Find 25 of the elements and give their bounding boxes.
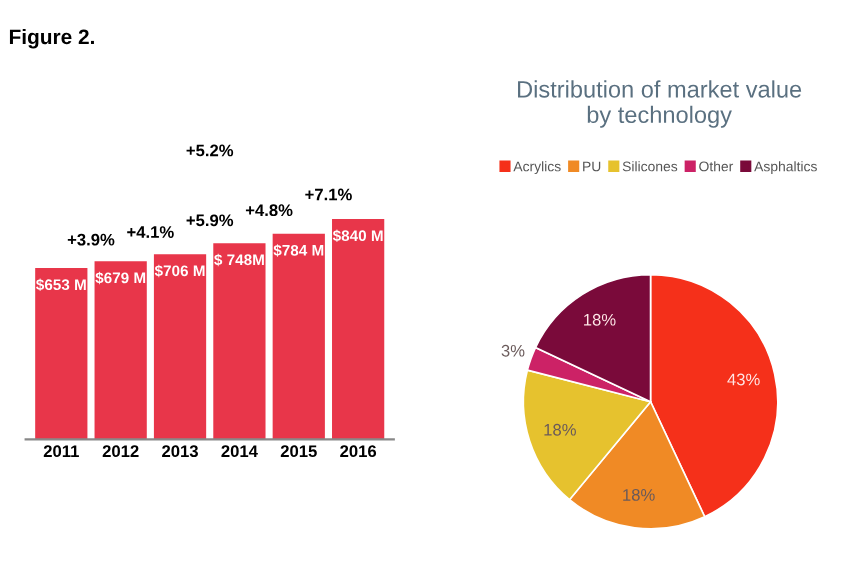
annotation: +4.1% [127,226,174,238]
data-label: 43% [727,373,760,386]
data-label: 18% [584,313,616,326]
text: +4.8% [245,204,293,217]
text: +7.1% [305,188,352,201]
bar [272,233,325,440]
x-tick-label: 2015 [280,445,317,458]
annotation: +3.9% [67,233,115,246]
x-tick-label: 2016 [340,445,377,458]
bar [94,261,147,440]
data-label: 18% [544,423,576,436]
x-tick-label: 2013 [162,445,198,458]
bar [35,268,88,440]
x-tick-label: 2012 [102,445,139,458]
bar [213,243,266,440]
x-tick-label: 2014 [221,445,258,458]
bar [153,254,207,440]
bar [332,219,385,440]
data-label: 18% [623,489,655,501]
chart-title: Figure 2. [9,28,94,49]
chart-title: Distribution of market value by technology [518,80,802,128]
annotation: +5.9% [186,214,234,227]
data-label: 3% [501,344,525,357]
x-tick-label: 2011 [43,445,79,458]
text: +5.2% [186,144,234,157]
